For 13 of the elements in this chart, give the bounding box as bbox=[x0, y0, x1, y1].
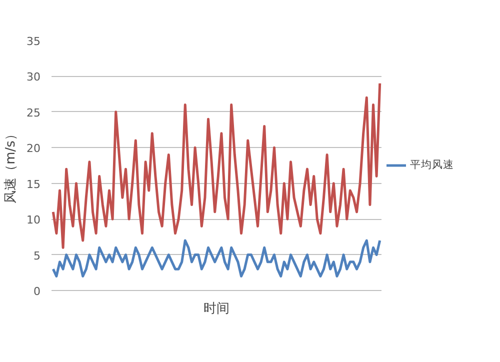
y-tick-label: 35 bbox=[26, 35, 41, 48]
y-tick-label: 0 bbox=[34, 285, 40, 298]
legend-label: 平均风速 bbox=[410, 158, 454, 172]
y-tick-label: 15 bbox=[26, 178, 41, 191]
y-tick-label: 20 bbox=[26, 142, 41, 156]
y-axis-title: 风速（m/s） bbox=[4, 128, 19, 204]
y-tick-label: 5 bbox=[34, 249, 40, 262]
y-tick-label: 25 bbox=[26, 106, 41, 120]
line-series bbox=[52, 82, 382, 249]
y-tick-label: 10 bbox=[26, 214, 41, 227]
line-series bbox=[52, 239, 382, 278]
y-tick-label: 30 bbox=[26, 70, 41, 84]
x-axis-title: 时间 bbox=[204, 302, 230, 316]
